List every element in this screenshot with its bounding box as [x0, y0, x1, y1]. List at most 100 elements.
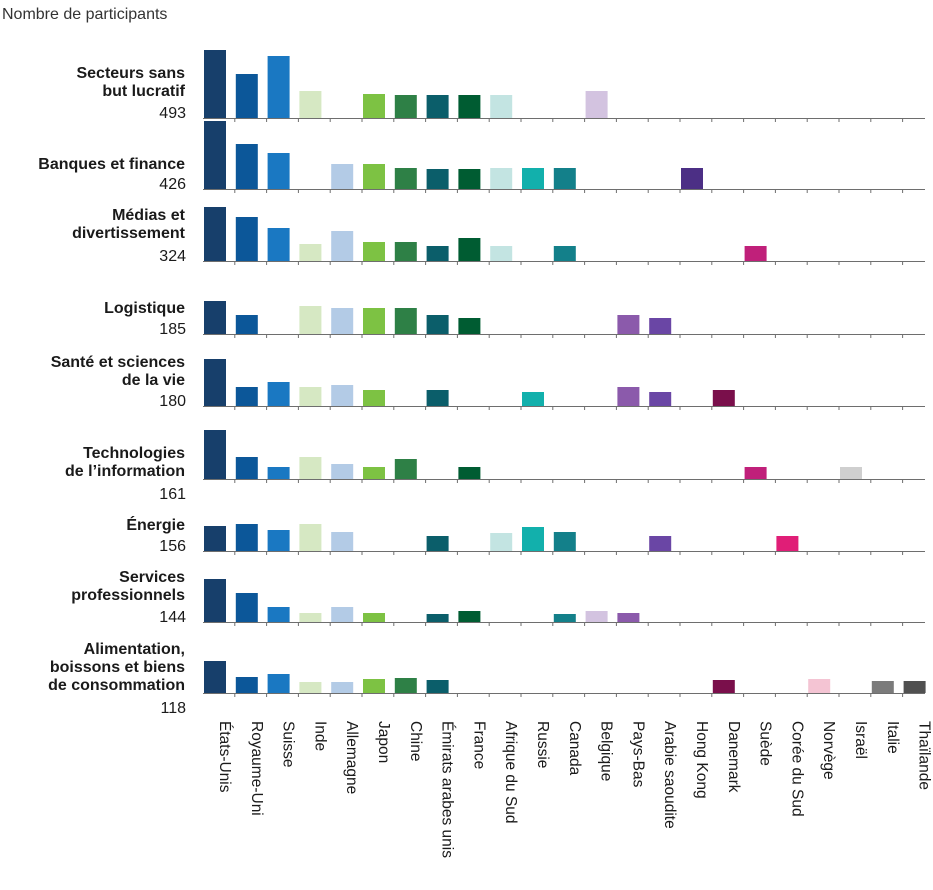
sector-panel: Énergie 156 — [126, 515, 925, 555]
sector-label: de la vie — [122, 372, 185, 389]
country-label: Suède — [757, 721, 774, 766]
bar — [426, 315, 449, 334]
sector-label: Médias et — [112, 207, 186, 224]
bar — [776, 536, 799, 551]
bar — [617, 613, 640, 622]
bar — [363, 242, 385, 261]
bar — [490, 95, 513, 118]
bar — [267, 382, 290, 406]
country-label: Chine — [407, 721, 424, 762]
bar — [458, 611, 481, 622]
bar — [299, 613, 322, 622]
bar — [426, 246, 449, 261]
sector-total: 144 — [159, 609, 186, 626]
bar — [267, 467, 290, 479]
bar — [394, 168, 417, 189]
bar — [426, 536, 449, 551]
bar — [235, 593, 258, 622]
country-label: Russie — [534, 721, 551, 768]
bar — [553, 168, 576, 189]
bar — [458, 318, 481, 334]
sector-label: Technologies — [83, 445, 185, 462]
bar — [394, 678, 417, 693]
sector-panel: Logistique 185 — [104, 300, 925, 338]
bar — [235, 217, 258, 261]
bar — [299, 306, 322, 334]
bar — [585, 611, 608, 622]
bar — [840, 467, 862, 479]
sector-label: Alimentation, — [84, 641, 185, 658]
sector-total: 324 — [159, 248, 186, 265]
bar — [394, 308, 417, 334]
bar — [426, 169, 449, 189]
bar — [426, 95, 449, 118]
bar — [458, 238, 481, 261]
bar — [299, 682, 322, 693]
sector-label: Énergie — [126, 515, 185, 534]
bar — [490, 246, 513, 261]
country-label: Pays-Bas — [629, 721, 646, 788]
bar — [426, 614, 449, 622]
bar — [363, 94, 385, 118]
country-label: Allemagne — [343, 721, 360, 794]
country-label: Suisse — [280, 721, 297, 768]
sector-label: Santé et sciences — [51, 354, 185, 371]
bar — [363, 613, 385, 622]
country-labels: États-Unis Royaume-Uni Suisse Inde Allemagne… — [216, 721, 933, 858]
bar — [235, 677, 258, 693]
country-label: Royaume-Uni — [248, 721, 265, 816]
bar — [394, 95, 417, 118]
bar — [363, 390, 385, 406]
bar — [363, 308, 385, 334]
sector-total: 426 — [159, 176, 186, 193]
bar — [204, 359, 226, 406]
bar — [808, 679, 831, 693]
sector-label: Logistique — [104, 300, 185, 317]
bar — [235, 74, 258, 118]
bar — [426, 680, 449, 693]
bar — [617, 387, 640, 406]
bar — [204, 301, 226, 334]
sector-label: but lucratif — [102, 83, 185, 100]
bar — [712, 680, 735, 693]
bar — [267, 530, 290, 551]
bar — [522, 168, 544, 189]
bar — [458, 467, 481, 479]
country-label: Israël — [852, 721, 869, 759]
bar — [331, 164, 354, 189]
bar — [204, 121, 226, 189]
bar — [267, 228, 290, 261]
sector-total: 493 — [159, 105, 186, 122]
bar — [299, 91, 322, 118]
bar — [267, 674, 290, 693]
bar — [744, 246, 767, 261]
bar — [458, 95, 481, 118]
bar — [712, 390, 735, 406]
country-label: Arabie saoudite — [661, 721, 678, 829]
bar — [235, 524, 258, 551]
country-label: Canada — [566, 721, 583, 776]
bar — [394, 459, 417, 479]
bar — [394, 242, 417, 261]
bar — [331, 308, 354, 334]
bar — [331, 231, 354, 261]
bar — [204, 50, 226, 118]
bar — [649, 318, 672, 334]
sector-label: divertissement — [72, 225, 186, 242]
country-label: Norvège — [820, 721, 837, 780]
bar — [267, 56, 290, 118]
bar — [363, 679, 385, 693]
country-label: Thaïlande — [916, 721, 933, 790]
bar — [235, 315, 258, 334]
bar — [204, 526, 226, 551]
bar — [299, 457, 322, 479]
bar — [299, 387, 322, 406]
